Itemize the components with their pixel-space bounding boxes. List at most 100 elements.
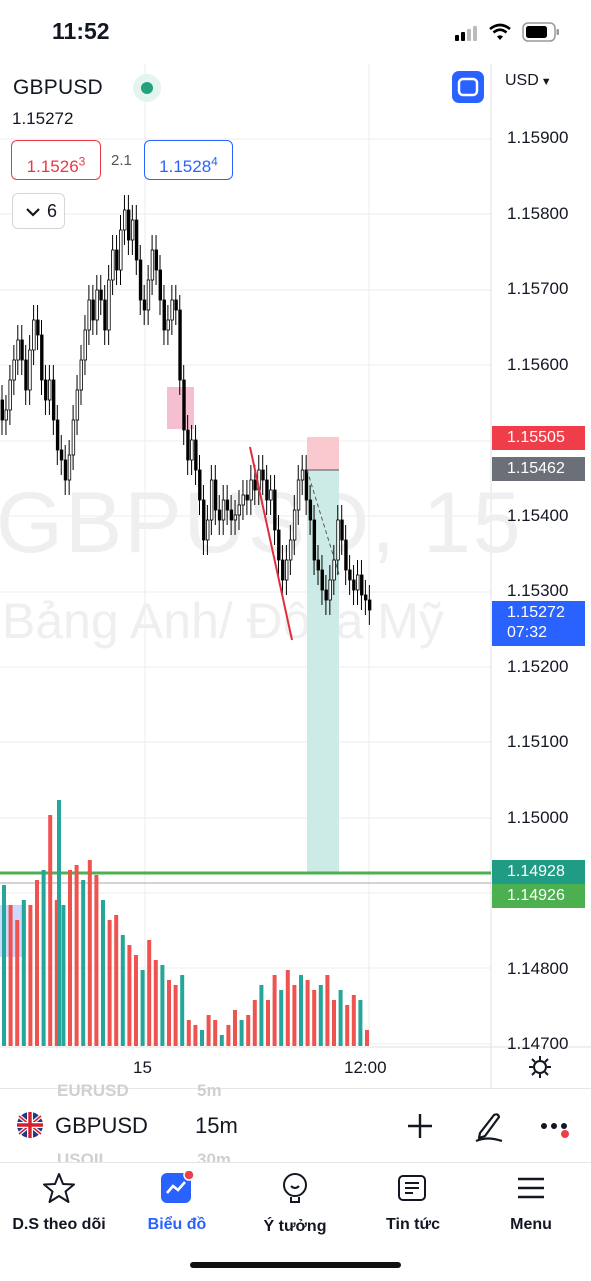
star-icon <box>43 1173 75 1203</box>
nav-chart[interactable]: Biểu đồ <box>118 1169 236 1234</box>
candle-body <box>304 469 309 501</box>
market-open-indicator <box>133 74 161 102</box>
price-axis-tick: 1.14800 <box>507 958 569 978</box>
drawing-tools-button[interactable] <box>472 1109 506 1148</box>
ghost-symbol-1: EURUSD <box>57 1081 129 1100</box>
chart-last-price: 1.15272 <box>12 109 74 128</box>
volume-bar <box>318 985 323 1046</box>
sell-price: 1.15263 <box>26 154 86 176</box>
candle-body <box>48 379 52 401</box>
watermark-symbol: GBPUSD, 15 <box>0 475 523 571</box>
volume-bar <box>140 970 145 1046</box>
volume-bar <box>206 1015 211 1046</box>
candle-body <box>4 409 8 421</box>
volume-bar <box>160 965 165 1046</box>
current-price-tag: 1.15272 07:32 <box>492 601 585 646</box>
candle-body <box>87 299 91 331</box>
volume-bar <box>147 940 152 1046</box>
nav-watchlist[interactable]: D.S theo dõi <box>0 1171 118 1234</box>
candle-body <box>55 419 60 451</box>
status-time: 11:52 <box>52 18 110 44</box>
volume-bar <box>2 885 6 1046</box>
chart-settings-button[interactable] <box>528 1055 552 1084</box>
price-axis-tick: 1.15400 <box>507 505 569 525</box>
buy-price: 1.15284 <box>159 154 218 176</box>
candle-body <box>300 469 305 481</box>
chart-area[interactable]: GBPUSD, 15 Bảng Anh/ Đô la Mỹ <box>0 64 591 1088</box>
candle-body <box>186 429 190 461</box>
candle-body <box>324 589 328 601</box>
candle-body <box>312 519 317 561</box>
candle-body <box>217 509 222 521</box>
volume-bar <box>94 875 99 1046</box>
fullscreen-button[interactable] <box>452 71 484 103</box>
currency-select[interactable]: USD ▼ <box>505 72 552 90</box>
more-button[interactable] <box>540 1119 574 1144</box>
nav-ideas[interactable]: Ý tưởng <box>236 1171 354 1236</box>
candle-body <box>237 504 241 516</box>
price-axis-tick: 1.15900 <box>507 128 569 147</box>
indicators-toggle-button[interactable]: 6 <box>12 193 65 229</box>
candle-body <box>63 459 68 481</box>
candle-body <box>8 379 12 411</box>
symbol-selector[interactable]: GBPUSD <box>16 1111 176 1141</box>
volume-bar <box>41 870 46 1046</box>
wifi-icon <box>488 22 512 47</box>
candle-body <box>221 499 226 521</box>
candle-body <box>32 319 36 351</box>
volume-bar <box>81 880 86 1046</box>
candle-body <box>332 559 336 581</box>
volume-bar <box>219 1035 224 1046</box>
more-dots-icon <box>541 1123 569 1138</box>
volume-bar <box>305 980 310 1046</box>
candle-body <box>344 539 348 571</box>
price-tag-teal: 1.14928 <box>492 860 585 884</box>
interval-selector[interactable]: 15m <box>195 1113 238 1138</box>
time-tick-15: 15 <box>133 1058 152 1077</box>
volume-bar <box>127 945 132 1046</box>
volume-bar <box>332 1000 336 1046</box>
volume-bar <box>54 900 59 1046</box>
add-button[interactable] <box>405 1111 435 1146</box>
price-axis-tick: 1.15000 <box>507 807 569 827</box>
volume-bar <box>193 1025 198 1046</box>
candle-body <box>253 479 257 491</box>
volume-bar <box>200 1030 204 1046</box>
volume-bar <box>226 1025 231 1046</box>
candle-body <box>12 359 16 381</box>
symbol-toolbar: EURUSD 5m USOIL 30m GBPUSD 15m <box>0 1081 591 1169</box>
sell-button[interactable]: 1.15263 <box>11 140 101 180</box>
candle-body <box>130 219 135 241</box>
price-axis-tick: 1.15700 <box>507 279 569 298</box>
candle-body <box>134 219 139 261</box>
volume-bar <box>299 975 303 1046</box>
candle-body <box>119 229 123 271</box>
currency-label: USD <box>505 72 539 89</box>
volume-bar <box>48 815 53 1046</box>
price-axis-tick: 1.15600 <box>507 354 569 374</box>
volume-bar <box>87 860 92 1046</box>
signal-icon <box>455 25 483 41</box>
volume-bar <box>292 985 297 1046</box>
candle-body <box>51 379 56 421</box>
candle-body <box>67 454 72 481</box>
candle-body <box>328 579 332 601</box>
price-chart[interactable]: GBPUSD, 15 Bảng Anh/ Đô la Mỹ <box>0 64 591 1088</box>
candle-body <box>265 479 269 501</box>
candle-body <box>209 479 214 521</box>
candle-body <box>174 299 178 311</box>
chart-symbol[interactable]: GBPUSD <box>13 76 103 99</box>
nav-news[interactable]: Tin tức <box>354 1171 472 1234</box>
nav-label-news: Tin tức <box>386 1216 440 1233</box>
buy-button[interactable]: 1.15284 <box>144 140 233 180</box>
volume-bar <box>15 920 20 1046</box>
candle-body <box>213 479 218 511</box>
highlight-box <box>167 387 194 429</box>
volume-bar <box>74 865 79 1046</box>
nav-menu[interactable]: Menu <box>472 1171 590 1234</box>
volume-bar <box>61 905 66 1046</box>
price-axis-tick: 1.14700 <box>507 1034 569 1053</box>
price-axis-tick: 1.15800 <box>507 203 569 223</box>
candle-body <box>284 559 289 581</box>
volume-bar <box>345 1005 350 1046</box>
